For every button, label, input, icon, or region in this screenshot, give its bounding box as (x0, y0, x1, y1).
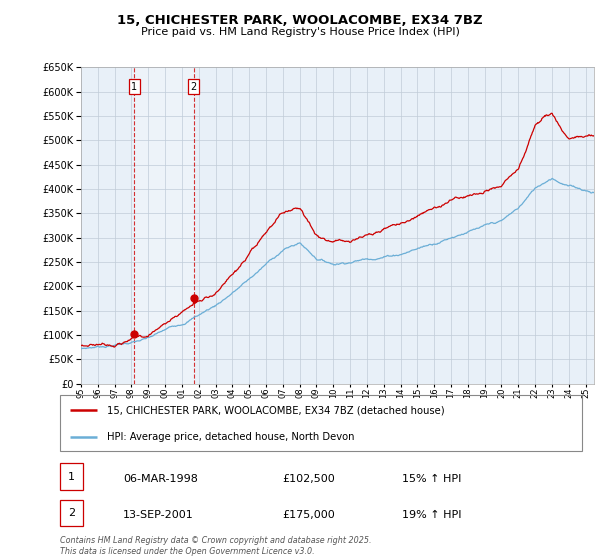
Text: 1: 1 (68, 472, 75, 482)
Text: Price paid vs. HM Land Registry's House Price Index (HPI): Price paid vs. HM Land Registry's House … (140, 27, 460, 37)
Text: £175,000: £175,000 (282, 510, 335, 520)
Text: 2: 2 (191, 82, 197, 92)
Text: Contains HM Land Registry data © Crown copyright and database right 2025.
This d: Contains HM Land Registry data © Crown c… (60, 536, 371, 556)
Text: 15, CHICHESTER PARK, WOOLACOMBE, EX34 7BZ: 15, CHICHESTER PARK, WOOLACOMBE, EX34 7B… (117, 14, 483, 27)
Text: 13-SEP-2001: 13-SEP-2001 (123, 510, 194, 520)
Text: 2: 2 (68, 508, 75, 518)
Text: 19% ↑ HPI: 19% ↑ HPI (402, 510, 461, 520)
Text: £102,500: £102,500 (282, 474, 335, 484)
Text: 1: 1 (131, 82, 137, 92)
Text: HPI: Average price, detached house, North Devon: HPI: Average price, detached house, Nort… (107, 432, 355, 442)
Bar (134, 67, 194, 384)
Text: 15% ↑ HPI: 15% ↑ HPI (402, 474, 461, 484)
Text: 15, CHICHESTER PARK, WOOLACOMBE, EX34 7BZ (detached house): 15, CHICHESTER PARK, WOOLACOMBE, EX34 7B… (107, 405, 445, 416)
Text: 06-MAR-1998: 06-MAR-1998 (123, 474, 198, 484)
